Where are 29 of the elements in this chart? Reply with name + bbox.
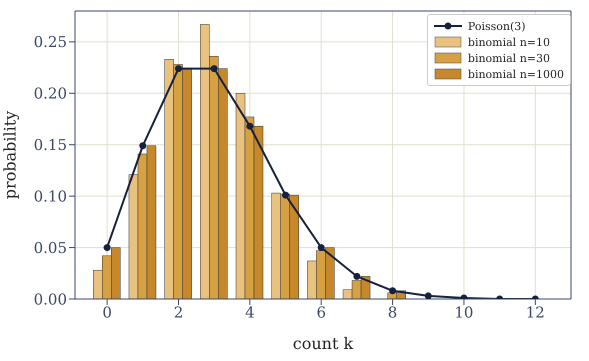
legend-label: binomial n=1000 <box>468 68 564 80</box>
point <box>210 65 218 72</box>
x-tick-label: 0 <box>102 304 112 322</box>
x-tick-label: 10 <box>454 304 474 322</box>
point <box>318 244 325 252</box>
y-tick-label: 0.15 <box>34 136 67 154</box>
x-tick-label: 4 <box>245 304 255 322</box>
point <box>424 292 432 299</box>
point <box>282 192 290 199</box>
y-axis-title: probability <box>0 110 20 200</box>
legend-label: binomial n=30 <box>468 52 550 64</box>
y-tick-label: 0.00 <box>34 290 67 308</box>
y-tick-label: 0.05 <box>34 238 67 257</box>
point <box>389 287 396 294</box>
legend-label: Poisson(3) <box>468 20 526 32</box>
point <box>246 122 254 130</box>
x-tick-label: 2 <box>174 304 184 322</box>
legend-label: binomial n=10 <box>468 36 550 48</box>
x-axis-title: count k <box>292 334 354 353</box>
point <box>174 65 182 72</box>
x-tick-label: 6 <box>316 304 326 322</box>
point <box>139 142 146 150</box>
x-tick-label: 8 <box>388 304 398 322</box>
y-tick-label: 0.10 <box>34 187 67 206</box>
point <box>104 244 111 252</box>
y-tick-label: 0.20 <box>34 84 67 103</box>
x-tick-label: 12 <box>526 304 545 322</box>
point <box>353 272 360 280</box>
y-tick-label: 0.25 <box>34 33 67 52</box>
